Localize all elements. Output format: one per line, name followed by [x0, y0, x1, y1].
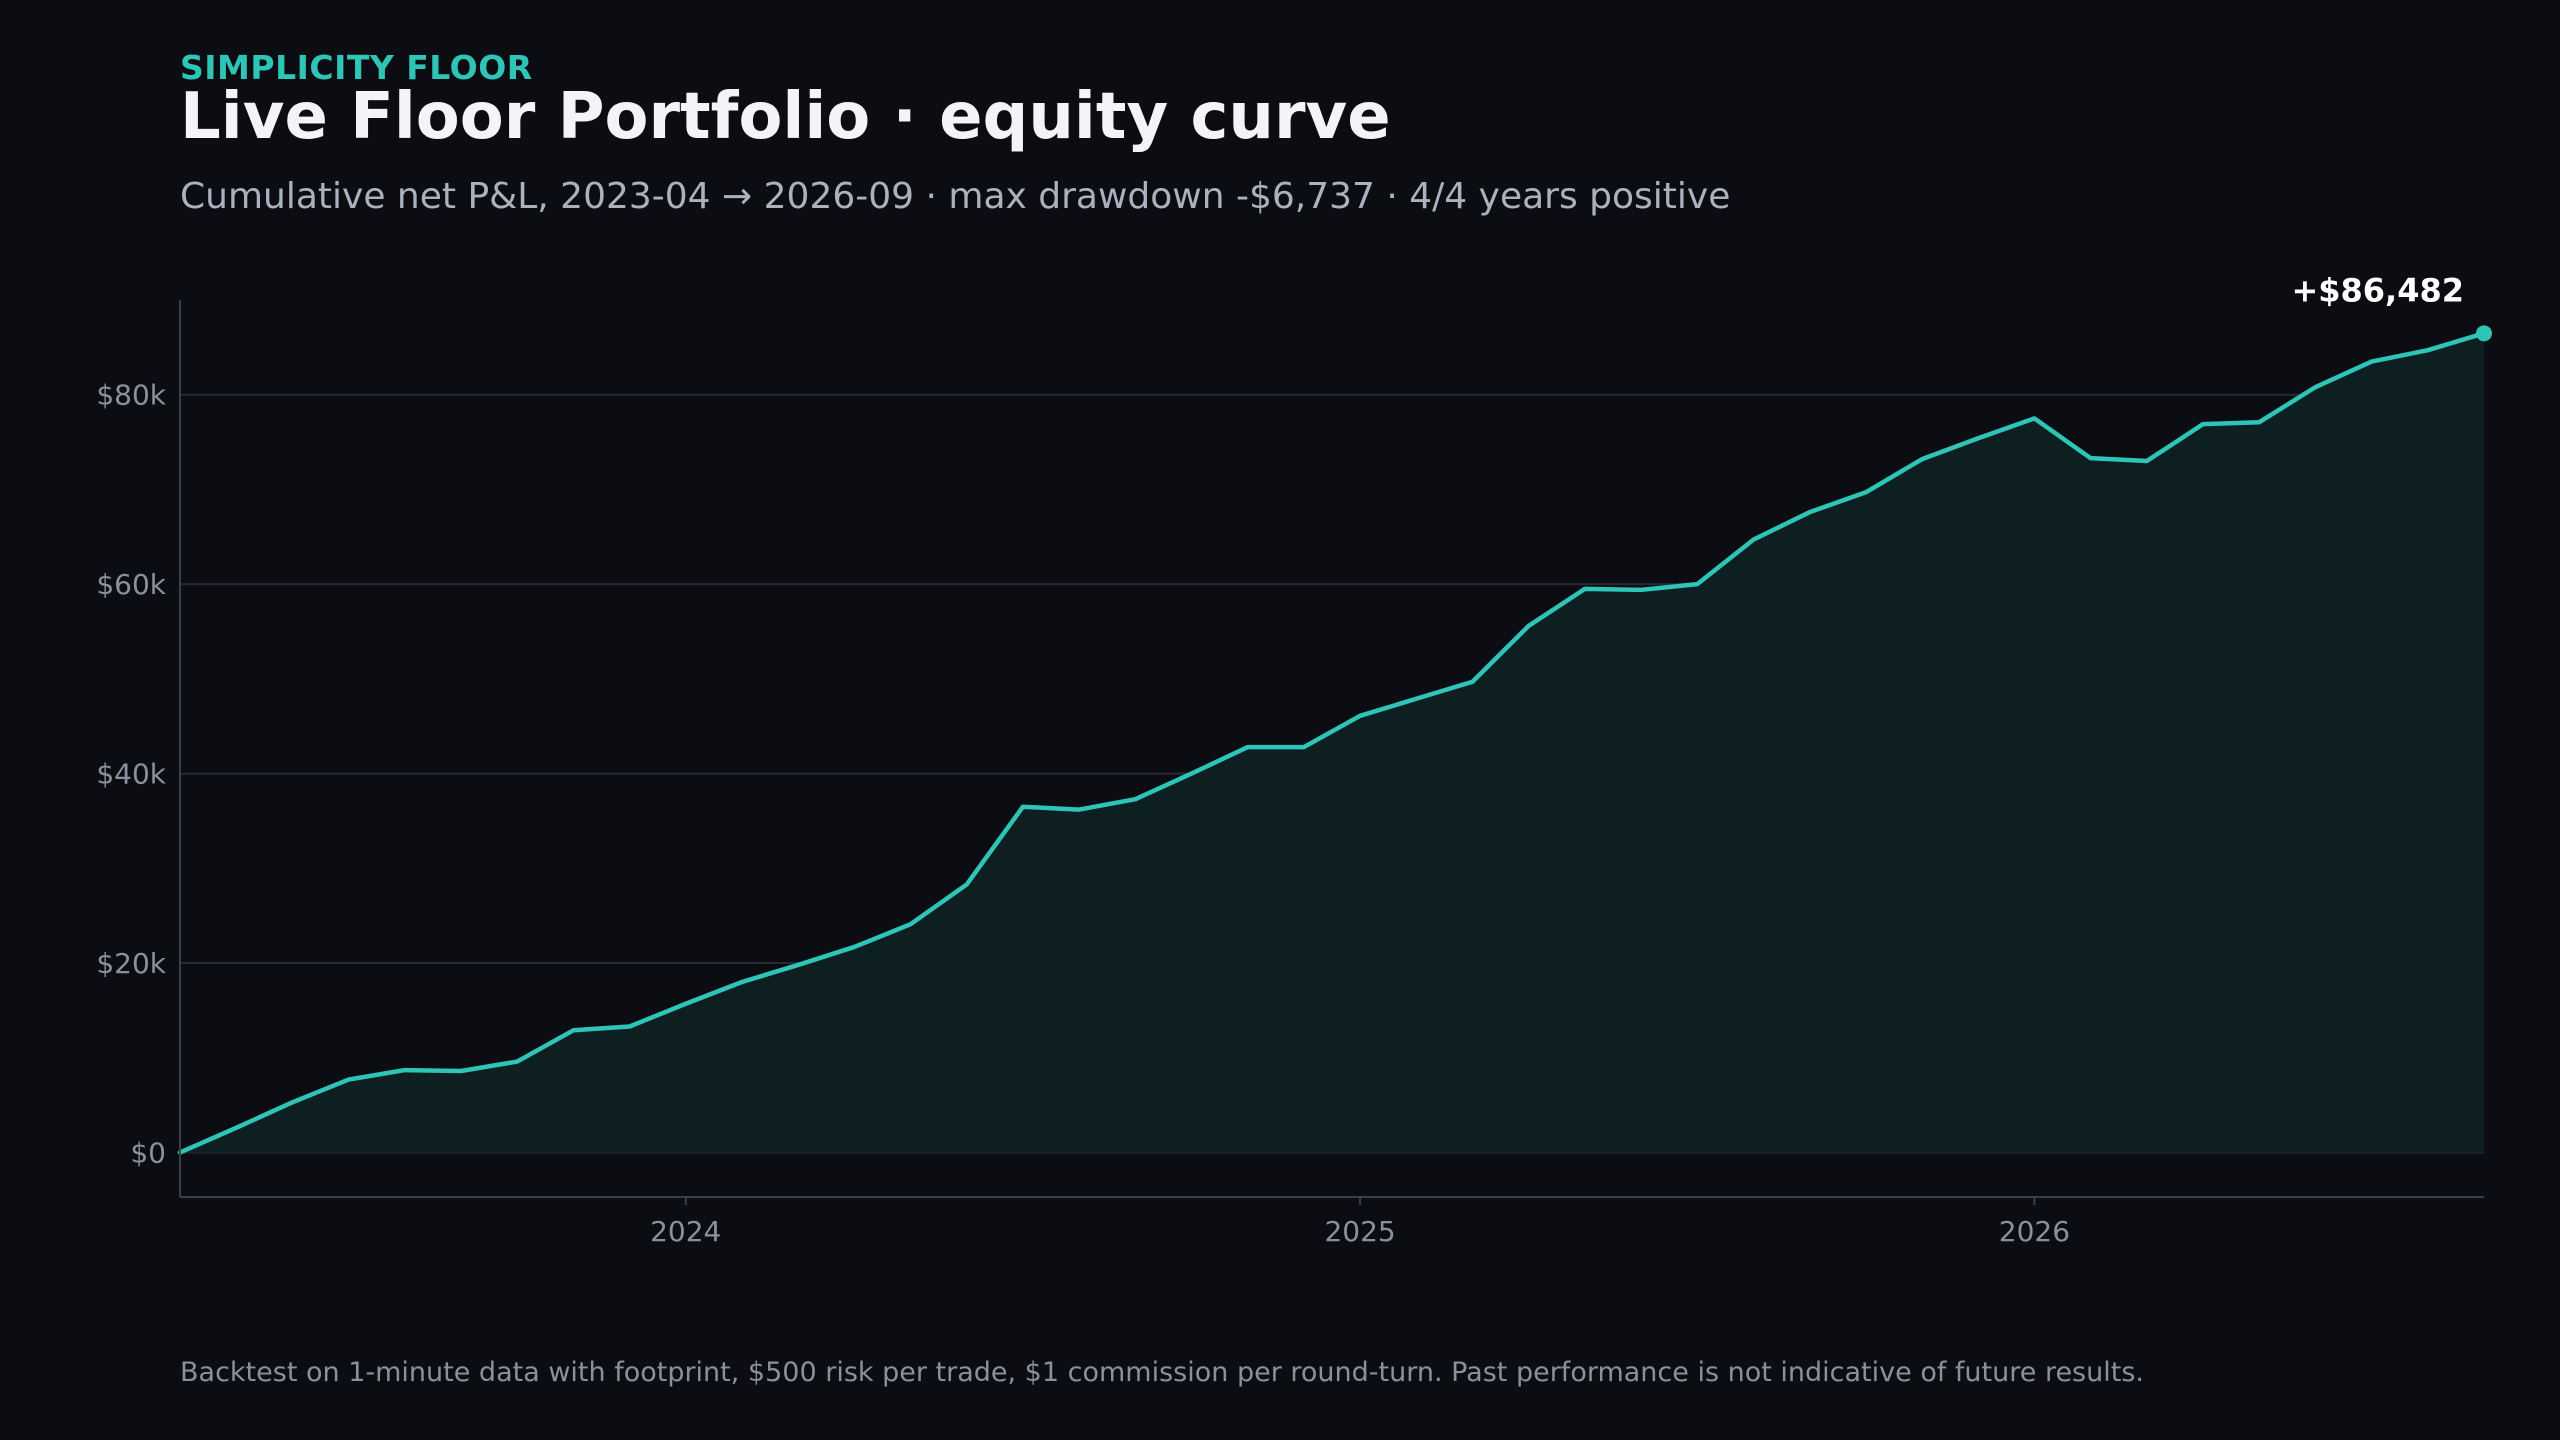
x-tick-labels: 2024 2025 2026: [650, 1197, 2070, 1248]
y-tick-label: $80k: [96, 379, 166, 412]
page-title: Live Floor Portfolio · equity curve: [180, 80, 1391, 154]
eyebrow-label: SIMPLICITY FLOOR: [180, 48, 533, 87]
y-tick-label: $60k: [96, 568, 166, 601]
y-tick-label: $0: [130, 1136, 166, 1169]
x-tick-label: 2024: [650, 1215, 721, 1248]
page-subtitle: Cumulative net P&L, 2023-04 → 2026-09 · …: [180, 176, 1731, 217]
footnote: Backtest on 1-minute data with footprint…: [180, 1357, 2144, 1388]
final-value-label: +$86,482: [2291, 271, 2464, 309]
equity-line: [177, 331, 2487, 1155]
x-tick-label: 2025: [1324, 1215, 1395, 1248]
final-value-dot: [2476, 325, 2492, 342]
equity-area: [180, 333, 2484, 1153]
y-tick-label: $40k: [96, 758, 166, 791]
y-tick-label: $20k: [96, 947, 166, 980]
y-tick-labels: $0 $20k $40k $60k $80k: [96, 379, 166, 1170]
x-tick-label: 2026: [1999, 1215, 2070, 1248]
